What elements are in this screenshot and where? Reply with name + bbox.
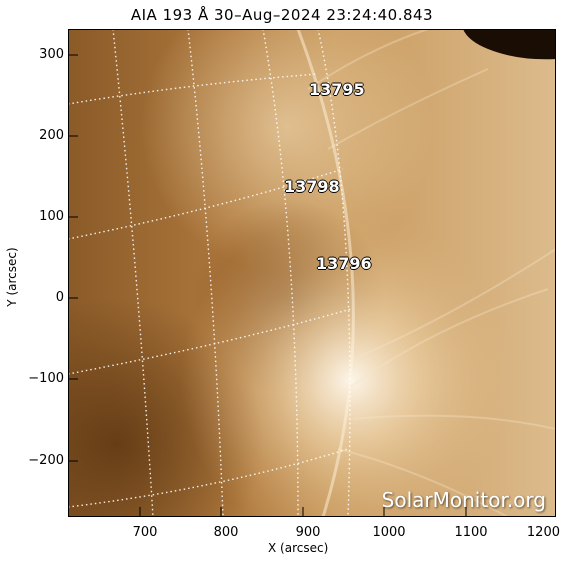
y-tick-label: −200 <box>28 453 64 468</box>
y-axis-title: Y (arcsec) <box>5 247 19 307</box>
y-tick-label: 300 <box>39 47 64 62</box>
x-tick-label: 700 <box>132 525 158 540</box>
active-region-label: 13796 <box>316 254 372 273</box>
y-tick-label: 100 <box>39 209 64 224</box>
active-region-label: 13795 <box>309 80 365 99</box>
solar-image-canvas <box>68 29 556 517</box>
x-tick-label: 800 <box>213 525 239 540</box>
solar-image <box>68 29 556 517</box>
active-region-label: 13798 <box>284 177 340 196</box>
y-tick-label: −100 <box>28 371 64 386</box>
x-tick-label: 1000 <box>372 525 406 540</box>
x-axis-title: X (arcsec) <box>268 541 329 555</box>
x-tick-label: 1200 <box>526 525 560 540</box>
plot-title: AIA 193 Å 30–Aug–2024 23:24:40.843 <box>130 6 434 24</box>
x-tick-label: 1100 <box>454 525 488 540</box>
solarmonitor-watermark: SolarMonitor.org <box>381 488 546 512</box>
x-tick-label: 900 <box>295 525 321 540</box>
y-tick-label: 200 <box>39 128 64 143</box>
y-tick-label: 0 <box>55 290 64 305</box>
